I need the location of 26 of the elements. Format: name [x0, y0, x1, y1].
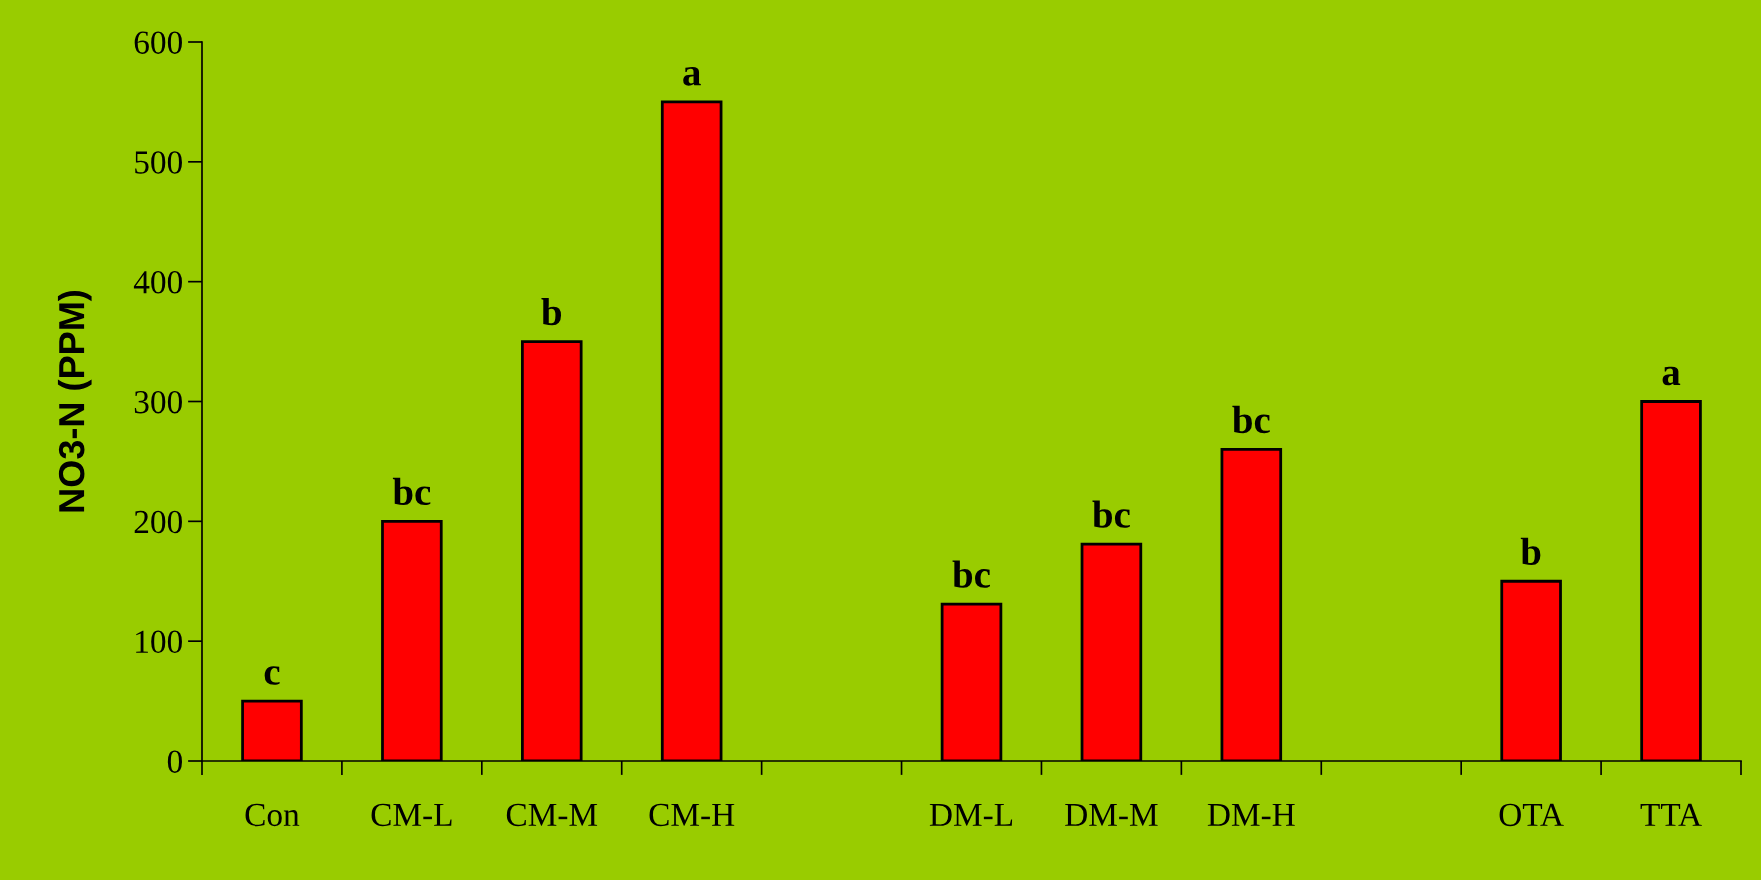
annotation: b: [1520, 537, 1541, 566]
x-tick-label: TTA: [1640, 803, 1702, 826]
annotation: a: [1662, 366, 1681, 386]
y-tick-label: 500: [135, 151, 182, 174]
x-tick-label: Con: [245, 803, 300, 827]
y-tick-label: 600: [134, 31, 182, 54]
y-axis-title: NO3-N (PPM): [57, 290, 92, 512]
x-tick-label: CM-L: [371, 803, 452, 827]
y-tick-label: 300: [134, 390, 182, 414]
y-tick-label: 200: [134, 510, 182, 534]
y-tick-label: 400: [133, 271, 182, 294]
annotation: bc: [392, 477, 431, 506]
x-tick-label: OTA: [1499, 803, 1564, 827]
x-tick-label: CM-M: [506, 803, 598, 827]
x-tick-label: CM-H: [649, 803, 735, 827]
x-tick-label: DM-L: [929, 803, 1013, 826]
annotation: bc: [1232, 405, 1270, 434]
y-tick-label: 100: [136, 630, 182, 654]
annotation: c: [264, 666, 280, 685]
annotation: bc: [1092, 500, 1130, 528]
annotation: a: [683, 67, 701, 86]
y-tick-label: 0: [167, 750, 182, 773]
annotation: b: [541, 297, 562, 326]
x-tick-label: DM-H: [1207, 803, 1295, 826]
annotation: bc: [952, 560, 990, 588]
x-tick-label: DM-M: [1065, 803, 1158, 826]
